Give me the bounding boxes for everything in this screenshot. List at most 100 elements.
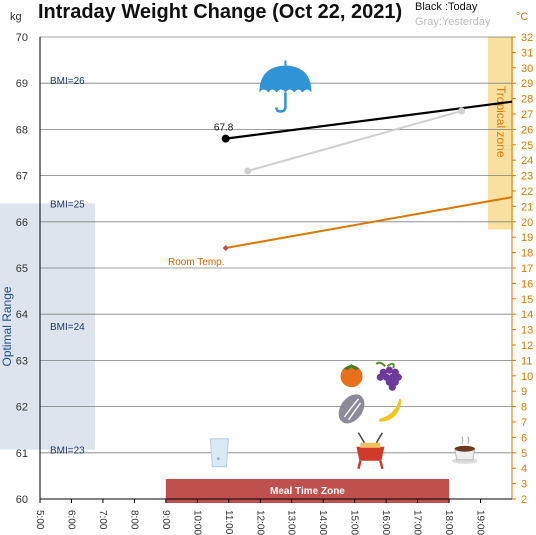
x-tick-label: 8:00 [128,510,139,530]
x-tick-label: 7:00 [97,510,108,530]
bmi-label: BMI=23 [50,446,85,457]
y-right-tick-label: 32 [521,32,533,44]
x-tick-label: 14:00 [317,510,328,535]
optimal-range-band [0,203,96,450]
room-temp-label: Room Temp. [168,257,225,268]
persimmon-body [340,365,363,388]
series-line-yesterday [247,109,462,172]
water-glass-icon [209,438,229,468]
banana-icon [379,398,402,422]
y-right-tick-label: 3 [521,479,527,491]
y-right-tick-label: 26 [521,124,533,136]
y-left-tick-label: 60 [16,494,28,506]
cocoa-liquid [454,445,475,452]
y-right-tick-label: 23 [521,171,533,183]
y-right-tick-label: 2 [521,494,527,506]
legend-yesterday: Gray:Yesterday [415,16,491,28]
y-right-tick-label: 29 [521,78,533,90]
y-right-tick-label: 21 [521,201,533,213]
banana-body [379,398,402,422]
y-right-tick-label: 13 [521,325,533,337]
x-tick-label: 15:00 [349,510,360,535]
chart-title: Intraday Weight Change (Oct 22, 2021) [38,1,402,23]
persimmon-icon [340,364,363,388]
y-left-tick-label: 65 [16,263,28,275]
room-temp-start-point [222,244,229,251]
hop-cone-stripes [343,398,362,421]
bmi-label: BMI=24 [50,322,85,333]
y-right-tick-label: 5 [521,448,527,460]
fondue-forks [357,432,384,444]
y-right-tick-label: 18 [521,248,533,260]
y-left-tick-label: 62 [16,402,28,414]
y-right-tick-label: 31 [521,47,533,59]
grape [385,366,393,374]
umbrella-canopy [259,65,312,93]
y-right-tick-label: 15 [521,294,533,306]
today-data-label: 67.8 [214,123,234,134]
y-right-tick-label: 10 [521,371,533,383]
x-tick-label: 5:00 [34,510,45,530]
tropical-zone-label: Tropical zone [494,86,508,158]
y-right-tick-label: 14 [521,309,533,321]
y-right-tick-label: 8 [521,402,527,414]
grape [376,373,384,381]
series-line-room-temp- [225,196,513,249]
hop-cone-icon [338,394,365,424]
y-left-tick-label: 66 [16,217,28,229]
bmi-label: BMI=26 [50,76,85,87]
y-right-tick-label: 24 [521,155,533,167]
grapes-icon [375,361,402,391]
x-tick-label: 12:00 [254,510,265,535]
y-right-tick-label: 12 [521,340,533,352]
y-right-tick-label: 6 [521,432,527,444]
y-left-tick-label: 61 [16,448,28,460]
yesterday-start-point [244,167,252,175]
right-axis-unit: °C [516,11,528,23]
x-tick-label: 9:00 [160,510,171,530]
fondue-pot-icon [356,432,385,470]
fondue-pot [356,446,385,461]
umbrella-icon [259,60,312,113]
meal-time-zone-label: Meal Time Zone [270,486,345,497]
glass-body [209,438,229,468]
x-tick-label: 10:00 [191,510,202,535]
cocoa-cup-icon [451,436,478,464]
y-right-tick-label: 30 [521,63,533,75]
y-right-tick-label: 28 [521,94,533,106]
y-right-tick-label: 27 [521,109,533,121]
x-tick-label: 16:00 [380,510,391,535]
x-tick-label: 17:00 [412,510,423,535]
left-axis-unit: kg [10,11,22,23]
y-left-tick-label: 64 [16,309,28,321]
grape [388,383,396,391]
legend-today: Black :Today [415,1,478,13]
glass-bubble [216,457,220,461]
x-tick-label: 11:00 [223,510,234,535]
x-tick-label: 13:00 [286,510,297,535]
fondue-legs [357,460,384,470]
series-line-today [225,100,513,140]
y-right-tick-label: 7 [521,417,527,429]
y-right-tick-label: 11 [521,355,532,367]
yesterday-end-point [458,107,466,115]
optimal-range-label: Optimal Range [0,286,14,366]
bmi-label: BMI=25 [50,199,85,210]
y-left-tick-label: 63 [16,355,28,367]
y-right-tick-label: 17 [521,263,533,275]
y-right-tick-label: 20 [521,217,533,229]
fondue-cheese [360,442,381,448]
grapes-stem [375,361,395,369]
umbrella-handle [275,92,287,113]
y-right-tick-label: 4 [521,463,527,475]
y-left-tick-label: 70 [16,32,28,44]
y-left-tick-label: 69 [16,78,28,90]
y-left-tick-label: 68 [16,124,28,136]
y-right-tick-label: 16 [521,278,533,290]
y-right-tick-label: 19 [521,232,533,244]
x-tick-label: 18:00 [443,510,454,535]
cocoa-steam [461,436,470,445]
today-start-point [221,134,230,143]
hop-cone-body [338,394,365,424]
